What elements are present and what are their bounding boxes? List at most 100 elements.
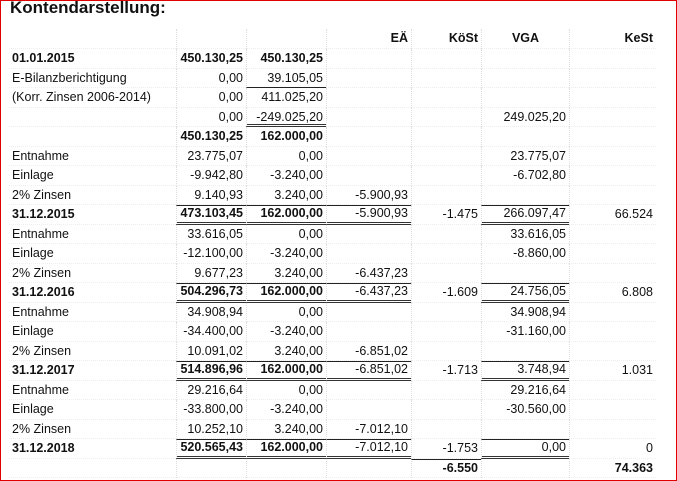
cell-koest xyxy=(411,419,481,439)
total-row: 31.12.2017 514.896,96 162.000,00 -6.851,02-… xyxy=(9,361,656,381)
cell-label: Einlage xyxy=(9,244,176,264)
cell-koest xyxy=(411,244,481,264)
cell-vga xyxy=(481,458,569,478)
account-table: EÄ KöSt VGA KeSt 01.01.2015 450.130,25 450… xyxy=(9,29,656,478)
header-label xyxy=(9,29,176,49)
cell-col2: 3.240,00 xyxy=(246,185,326,205)
cell-kest xyxy=(569,302,656,322)
cell-label: Einlage xyxy=(9,322,176,342)
table-row: 450.130,25 162.000,00 xyxy=(9,127,656,147)
cell-koest: -1.713 xyxy=(411,361,481,381)
cell-ea xyxy=(326,380,411,400)
cell-vga: 24.756,05 xyxy=(481,283,569,303)
cell-koest xyxy=(411,302,481,322)
cell-col2: 162.000,00 xyxy=(246,127,326,147)
cell-label: (Korr. Zinsen 2006-2014) xyxy=(9,88,176,108)
cell-vga xyxy=(481,341,569,361)
cell-koest: -1.609 xyxy=(411,283,481,303)
table-row: 01.01.2015 450.130,25 450.130,25 xyxy=(9,49,656,69)
cell-ea xyxy=(326,107,411,127)
cell-vga: 23.775,07 xyxy=(481,146,569,166)
cell-label: Einlage xyxy=(9,166,176,186)
cell-col2: -3.240,00 xyxy=(246,322,326,342)
cell-koest xyxy=(411,380,481,400)
cell-label: 01.01.2015 xyxy=(9,49,176,69)
cell-koest xyxy=(411,49,481,69)
cell-col1: 10.252,10 xyxy=(176,419,246,439)
cell-label: 2% Zinsen xyxy=(9,342,176,361)
cell-col1: 473.103,45 xyxy=(176,205,246,225)
cell-vga xyxy=(481,185,569,205)
cell-label: Einlage xyxy=(9,400,176,420)
cell-col1: 0,00 xyxy=(176,107,246,127)
cell-label: 2% Zinsen xyxy=(9,420,176,439)
cell-ea: -6.851,02 xyxy=(326,361,411,381)
cell-col2: 162.000,00 xyxy=(246,205,326,225)
cell-col2: 162.000,00 xyxy=(246,283,326,303)
cell-col2: -3.240,00 xyxy=(246,400,326,420)
cell-koest: -1.475 xyxy=(411,205,481,225)
cell-koest xyxy=(411,224,481,244)
cell-label xyxy=(9,459,176,478)
cell-col1: 9.140,93 xyxy=(176,185,246,205)
cell-col2: 411.025,20 xyxy=(246,88,326,108)
cell-koest xyxy=(411,166,481,186)
cell-col2: 162.000,00 xyxy=(246,439,326,459)
cell-kest xyxy=(569,146,656,166)
cell-koest xyxy=(411,68,481,88)
cell-kest xyxy=(569,107,656,127)
table-row: Entnahme 34.908,94 0,00 34.908,94 xyxy=(9,302,656,322)
cell-col1: 504.296,73 xyxy=(176,283,246,303)
cell-col1: -9.942,80 xyxy=(176,166,246,186)
table-row: Einlage -9.942,80 -3.240,00 -6.702,80 xyxy=(9,166,656,186)
cell-label: 2% Zinsen xyxy=(9,186,176,205)
cell-ea: -7.012,10 xyxy=(326,419,411,439)
cell-vga: 266.097,47 xyxy=(481,205,569,225)
cell-ea xyxy=(326,302,411,322)
header-vga: VGA xyxy=(481,29,569,49)
cell-vga: -31.160,00 xyxy=(481,322,569,342)
header-col1 xyxy=(176,29,246,49)
cell-kest xyxy=(569,49,656,69)
table-row: E-Bilanzberichtigung 0,00 39.105,05 xyxy=(9,68,656,88)
cell-col2: 0,00 xyxy=(246,380,326,400)
cell-col2: -249.025,20 xyxy=(246,107,326,127)
cell-col1: 10.091,02 xyxy=(176,341,246,361)
table-row: Entnahme 29.216,64 0,00 29.216,64 xyxy=(9,380,656,400)
cell-vga: -6.702,80 xyxy=(481,166,569,186)
cell-ea: -7.012,10 xyxy=(326,439,411,459)
cell-col2: -3.240,00 xyxy=(246,244,326,264)
cell-ea xyxy=(326,400,411,420)
cell-ea xyxy=(326,68,411,88)
cell-kest xyxy=(569,88,656,108)
cell-ea xyxy=(326,146,411,166)
page-title: Kontendarstellung: xyxy=(10,0,166,17)
cell-label: 31.12.2016 xyxy=(9,283,176,303)
cell-kest xyxy=(569,224,656,244)
cell-col1: 450.130,25 xyxy=(176,49,246,69)
cell-vga: -8.860,00 xyxy=(481,244,569,264)
cell-koest xyxy=(411,185,481,205)
cell-label: E-Bilanzberichtigung xyxy=(9,69,176,88)
cell-col1: 34.908,94 xyxy=(176,302,246,322)
cell-kest xyxy=(569,419,656,439)
total-row: 31.12.2018 520.565,43 162.000,00 -7.012,10-… xyxy=(9,439,656,459)
cell-koest: -1.753 xyxy=(411,439,481,459)
cell-col2: 3.240,00 xyxy=(246,419,326,439)
cell-col2: 39.105,05 xyxy=(246,68,326,88)
cell-koest xyxy=(411,107,481,127)
table-row: Einlage -34.400,00 -3.240,00 -31.160,00 xyxy=(9,322,656,342)
cell-koest xyxy=(411,146,481,166)
cell-kest xyxy=(569,244,656,264)
total-row: 31.12.2015 473.103,45 162.000,00 -5.900,93-… xyxy=(9,205,656,225)
cell-ea xyxy=(326,224,411,244)
cell-col2: -3.240,00 xyxy=(246,166,326,186)
cell-kest xyxy=(569,322,656,342)
cell-col2: 0,00 xyxy=(246,146,326,166)
cell-ea: -6.437,23 xyxy=(326,283,411,303)
cell-vga xyxy=(481,419,569,439)
cell-label xyxy=(9,108,176,127)
cell-vga: 29.216,64 xyxy=(481,380,569,400)
cell-ea xyxy=(326,127,411,147)
cell-label: 31.12.2017 xyxy=(9,361,176,381)
